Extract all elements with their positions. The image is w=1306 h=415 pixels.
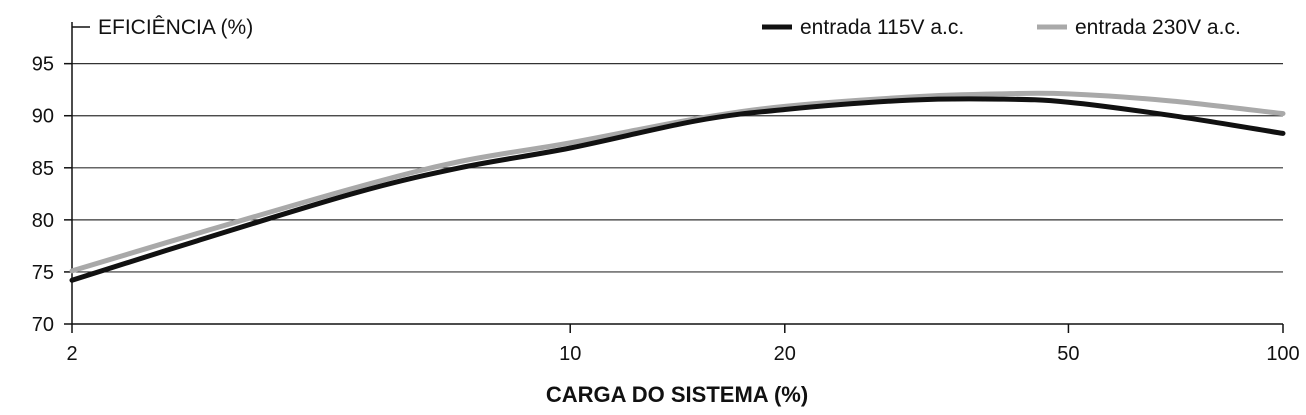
series-line-230v bbox=[69, 90, 1286, 274]
y-tick-label: 75 bbox=[32, 262, 54, 284]
y-tick-label: 90 bbox=[32, 106, 54, 128]
grid-lines bbox=[72, 63, 1283, 273]
y-tick-label: 70 bbox=[32, 314, 54, 336]
y-tick-label: 85 bbox=[32, 158, 54, 180]
legend-label-230v: entrada 230V a.c. bbox=[1075, 16, 1241, 39]
y-tick-label: 95 bbox=[32, 54, 54, 76]
x-axis: 2 10 20 50 100 bbox=[66, 323, 1300, 365]
x-tick-label: 100 bbox=[1266, 343, 1299, 365]
y-tick-label: 80 bbox=[32, 210, 54, 232]
series-line-115v bbox=[69, 96, 1286, 283]
x-tick-label: 2 bbox=[66, 343, 77, 365]
x-tick-label: 20 bbox=[774, 343, 796, 365]
x-tick-label: 50 bbox=[1057, 343, 1079, 365]
legend: entrada 115V a.c. entrada 230V a.c. bbox=[762, 16, 1241, 39]
x-tick-label: 10 bbox=[559, 343, 581, 365]
y-axis-label: EFICIÊNCIA (%) bbox=[98, 16, 253, 39]
legend-label-115v: entrada 115V a.c. bbox=[800, 16, 964, 39]
series-lines bbox=[69, 90, 1286, 283]
y-axis: 70 75 80 85 90 95 bbox=[32, 22, 90, 336]
x-axis-label: CARGA DO SISTEMA (%) bbox=[546, 382, 808, 407]
